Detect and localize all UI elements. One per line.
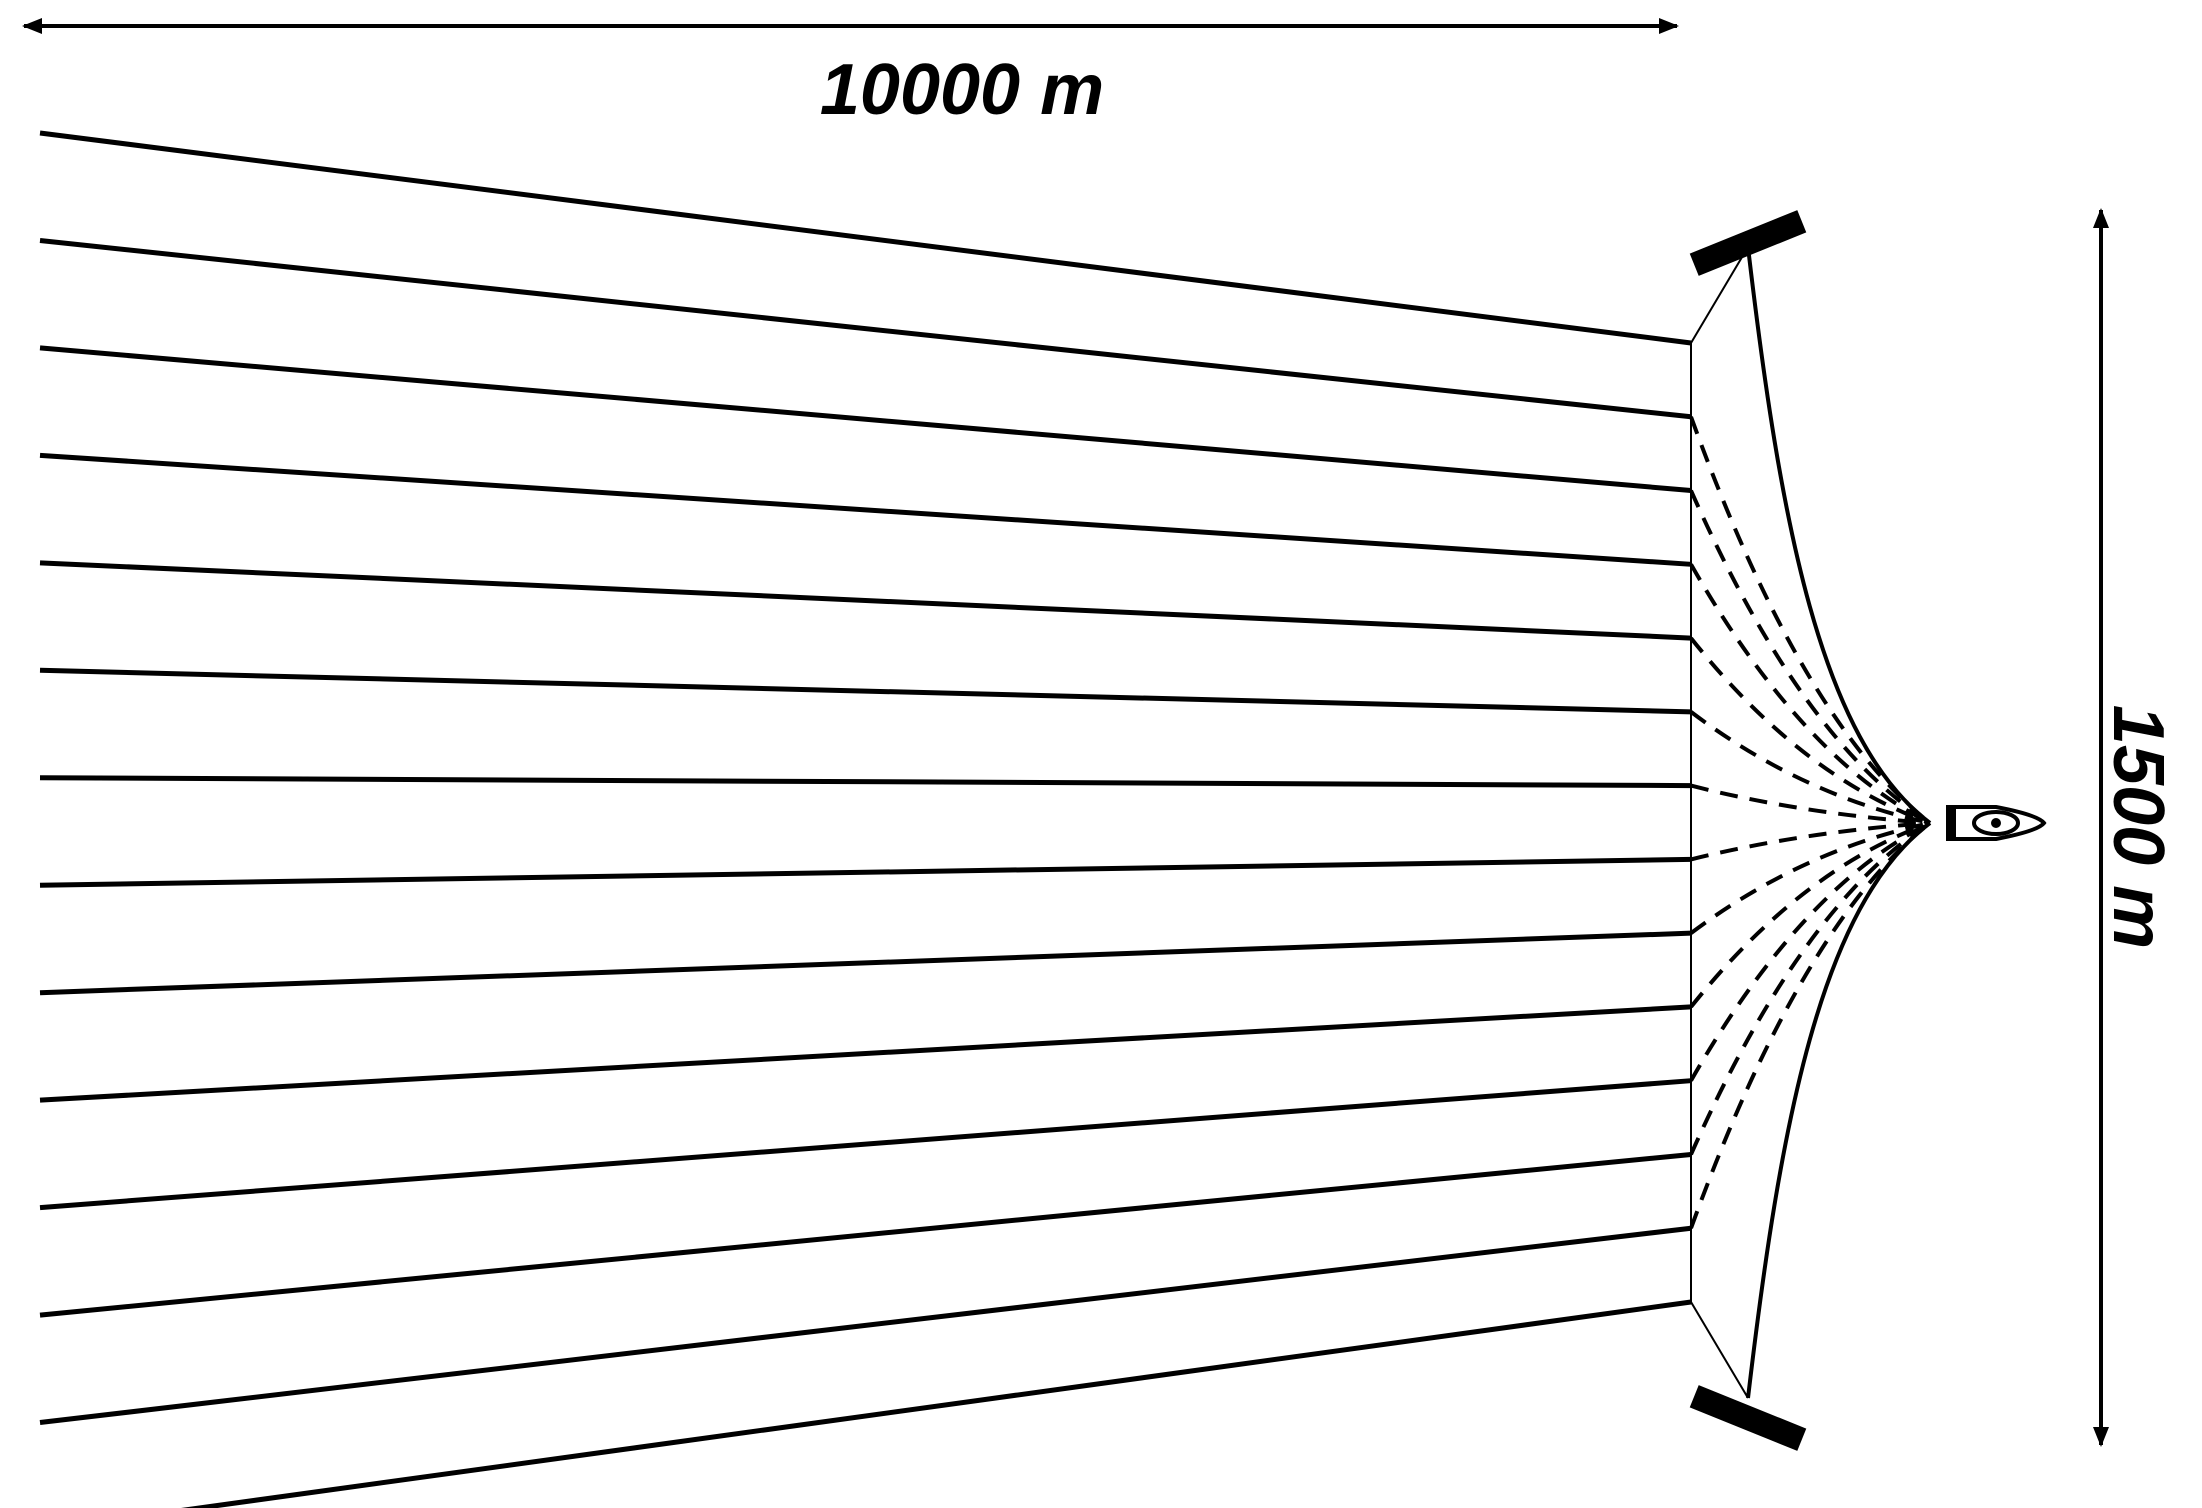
lead-in-cable bbox=[1689, 489, 1932, 825]
front-spreader bbox=[1690, 246, 1749, 1399]
streamer-line bbox=[39, 452, 1692, 567]
length-dimension: 10000 m bbox=[22, 18, 1679, 130]
length-dimension-label: 10000 m bbox=[820, 50, 1104, 130]
streamer-line bbox=[39, 775, 1692, 789]
streamer-line bbox=[39, 345, 1692, 494]
lead-in-cable bbox=[1690, 783, 1931, 825]
streamer-line bbox=[39, 667, 1692, 715]
lead-in-cable bbox=[1689, 821, 1931, 1082]
tow-rope-bottom bbox=[1746, 821, 1932, 1399]
spreader-link-bottom bbox=[1690, 1301, 1749, 1399]
lead-in-cable-group bbox=[1689, 416, 1932, 1229]
streamer-line bbox=[39, 560, 1692, 641]
streamer-line bbox=[39, 1225, 1692, 1426]
streamer-line bbox=[39, 1078, 1692, 1211]
lead-in-cable bbox=[1690, 821, 1931, 862]
lead-in-cable bbox=[1689, 821, 1932, 1229]
streamer-line bbox=[39, 856, 1692, 888]
tow-rope-top bbox=[1746, 246, 1932, 825]
width-dimension: 1500 m bbox=[2093, 208, 2178, 1447]
lead-in-cable bbox=[1689, 563, 1931, 825]
streamer-line bbox=[39, 237, 1692, 420]
lead-in-cable bbox=[1689, 821, 1932, 1156]
ship-icon bbox=[1946, 805, 2047, 841]
paravane-top bbox=[1689, 210, 1807, 276]
paravane-icon bbox=[1689, 210, 1807, 1451]
streamer-line bbox=[39, 930, 1692, 996]
lead-in-cable bbox=[1689, 636, 1931, 825]
lead-in-cable bbox=[1689, 821, 1931, 935]
streamer-line bbox=[39, 1004, 1692, 1103]
lead-in-cable bbox=[1689, 710, 1931, 825]
streamer-line bbox=[181, 1299, 1692, 1508]
streamer-line bbox=[39, 1151, 1692, 1318]
lead-in-cable bbox=[1689, 821, 1931, 1009]
streamer-group bbox=[39, 130, 1692, 1508]
spreader-link-top bbox=[1690, 246, 1749, 344]
streamer-line bbox=[39, 130, 1692, 346]
width-dimension-label: 1500 m bbox=[2098, 705, 2178, 949]
paravane-tow-ropes bbox=[1746, 246, 1932, 1399]
paravane-bottom bbox=[1689, 1385, 1807, 1451]
